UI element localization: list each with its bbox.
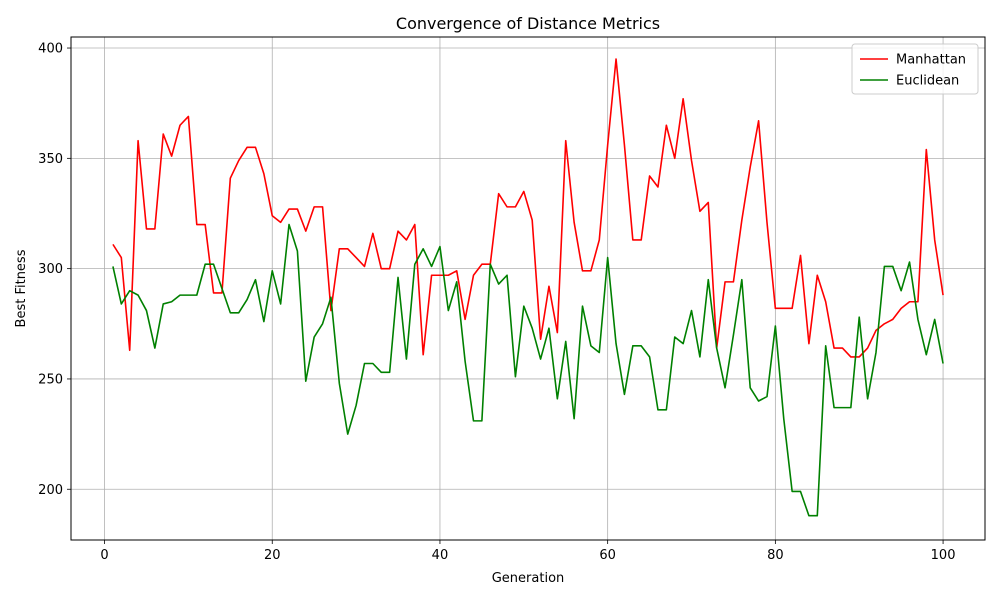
legend-label-manhattan: Manhattan [896,53,966,68]
chart-title: Convergence of Distance Metrics [396,14,660,33]
x-axis-label: Generation [492,571,565,586]
y-tick-label: 300 [38,262,63,277]
legend: Manhattan Euclidean [851,43,979,95]
series-line-manhattan [112,58,944,358]
x-tick-label: 100 [931,548,956,563]
y-axis-label: Best Fitness [14,249,29,327]
x-tick-label: 20 [264,548,281,563]
x-tick-label: 80 [767,548,784,563]
grid [71,37,985,540]
x-tick-label: 0 [100,548,108,563]
legend-label-euclidean: Euclidean [896,74,959,89]
axis-ticks: 0 20 40 60 80 100 200 250 300 350 400 [38,42,955,563]
y-tick-label: 350 [38,152,63,167]
y-tick-label: 400 [38,42,63,57]
x-tick-label: 40 [432,548,449,563]
series-lines [112,58,944,517]
series-line-euclidean [112,223,944,517]
legend-box [851,43,979,95]
y-tick-label: 250 [38,372,63,387]
y-tick-label: 200 [38,483,63,498]
plot-area-frame [70,36,986,541]
x-tick-label: 60 [599,548,616,563]
